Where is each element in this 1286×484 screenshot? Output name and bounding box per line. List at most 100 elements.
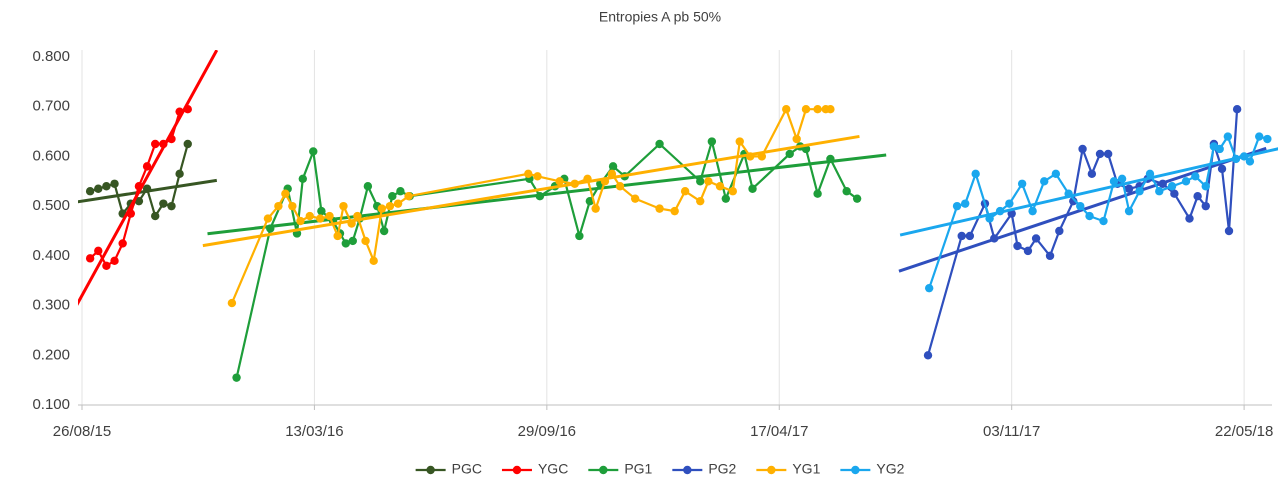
point	[1255, 132, 1264, 141]
point	[339, 201, 348, 211]
point	[396, 187, 405, 196]
legend-marker	[426, 465, 435, 475]
point	[801, 105, 811, 114]
point	[721, 194, 731, 203]
point	[1167, 182, 1177, 191]
point	[94, 184, 103, 193]
point	[1109, 177, 1119, 186]
point	[274, 201, 283, 211]
point	[813, 189, 822, 198]
point	[1031, 234, 1041, 243]
point	[159, 199, 168, 208]
point	[316, 214, 325, 223]
point	[388, 192, 397, 201]
trend-line	[899, 147, 1278, 237]
point	[1135, 187, 1144, 196]
point	[266, 224, 275, 233]
point	[957, 231, 966, 241]
point	[227, 298, 237, 308]
point	[1193, 192, 1202, 201]
point	[281, 189, 290, 198]
legend-label: PG2	[708, 461, 736, 477]
point	[655, 139, 664, 149]
legend-marker	[683, 465, 692, 475]
point	[785, 149, 794, 159]
x-tick-label: 13/03/16	[285, 423, 343, 440]
point	[782, 105, 791, 114]
point	[110, 256, 119, 266]
point	[325, 211, 334, 221]
point	[971, 169, 980, 179]
point	[1217, 164, 1227, 174]
point	[309, 147, 318, 156]
point	[1064, 189, 1073, 198]
point	[696, 196, 705, 206]
point	[757, 152, 767, 161]
point	[728, 187, 737, 196]
point	[183, 105, 192, 114]
legend-item: PGC	[415, 461, 482, 477]
point	[615, 182, 625, 191]
point	[591, 204, 600, 213]
point	[1051, 169, 1061, 179]
point	[985, 214, 994, 223]
point	[85, 187, 95, 196]
point	[134, 196, 144, 206]
point	[1095, 149, 1105, 159]
point	[575, 231, 584, 241]
point	[1099, 216, 1108, 226]
point	[142, 162, 152, 171]
point	[94, 246, 103, 256]
legend-item: YG2	[840, 461, 905, 477]
point	[175, 107, 184, 116]
point	[826, 154, 835, 164]
point	[341, 239, 350, 248]
point	[305, 211, 314, 221]
point	[1223, 132, 1233, 141]
point	[748, 184, 757, 193]
point	[583, 174, 592, 183]
point	[1045, 251, 1055, 261]
point	[1040, 177, 1049, 186]
point	[1215, 144, 1224, 154]
point	[570, 179, 579, 188]
point	[175, 169, 184, 179]
point	[377, 204, 387, 213]
point	[655, 204, 664, 213]
point	[1185, 214, 1194, 223]
legend-item: PG1	[588, 461, 653, 477]
point	[990, 234, 999, 243]
point	[1170, 189, 1179, 198]
point	[1055, 226, 1064, 236]
legend-item: PG2	[672, 461, 737, 477]
point	[151, 211, 160, 221]
point	[118, 239, 127, 248]
point	[792, 134, 801, 144]
legend-label: PGC	[452, 461, 482, 477]
point	[102, 182, 111, 191]
x-tick-label: 17/04/17	[750, 423, 808, 440]
x-tick-label: 29/09/16	[518, 423, 576, 440]
point	[704, 177, 713, 186]
point	[1239, 152, 1249, 161]
point	[524, 169, 533, 179]
point	[102, 261, 111, 270]
point	[347, 219, 356, 228]
point	[670, 206, 679, 216]
point	[232, 373, 241, 382]
point	[842, 187, 851, 196]
legend-marker	[767, 465, 776, 475]
point	[1232, 105, 1242, 114]
point	[923, 351, 933, 360]
point	[151, 139, 160, 149]
legend-item: YG1	[756, 461, 821, 477]
point	[630, 194, 640, 203]
point	[369, 256, 378, 266]
point	[608, 162, 618, 171]
legend-marker	[512, 465, 522, 475]
point	[379, 226, 389, 236]
point	[1085, 211, 1094, 221]
plot-area	[78, 50, 1278, 382]
point	[1181, 177, 1191, 186]
x-tick-label: 22/05/18	[1215, 423, 1273, 440]
